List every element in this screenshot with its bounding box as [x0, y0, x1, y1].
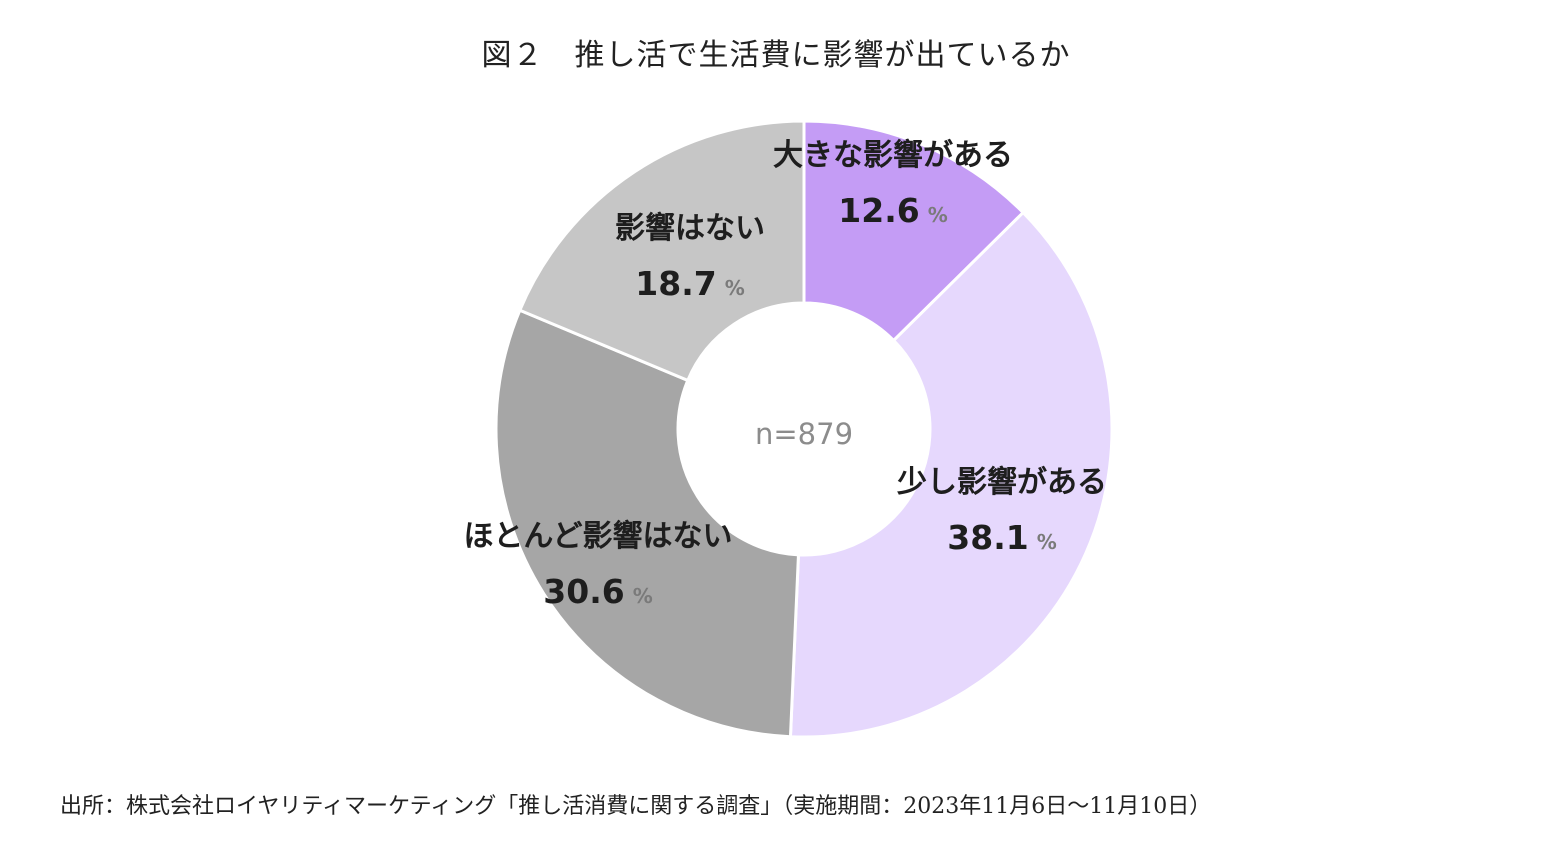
donut-chart: 大きな影響がある 12.6 % 少し影響がある 38.1 % ほとんど影響はない 30.6 % 影… [463, 119, 1114, 739]
pie-slice-2 [788, 210, 1114, 739]
slice-label-3: ほとんど影響はない [463, 519, 732, 554]
slice-label-2: 少し影響がある [897, 465, 1107, 500]
slice-label-1: 大きな影響がある [773, 138, 1013, 173]
pie-slice-4 [517, 119, 806, 383]
slice-value-3: 30.6% [543, 572, 652, 611]
source-note: 出所：株式会社ロイヤリティマーケティング「推し活消費に関する調査」（実施期間：2… [60, 794, 1212, 819]
slice-value-1: 12.6% [838, 191, 947, 230]
pie-slice-1 [802, 119, 1026, 343]
pie-slice-3 [494, 308, 801, 739]
chart-title: 図２ 推し活で生活費に影響が出ているか [481, 38, 1071, 73]
slice-value-4: 18.7% [635, 264, 744, 303]
slice-label-4: 影響はない [615, 211, 765, 246]
sample-size-label: n=879 [755, 417, 853, 451]
slice-value-2: 38.1% [947, 518, 1056, 557]
